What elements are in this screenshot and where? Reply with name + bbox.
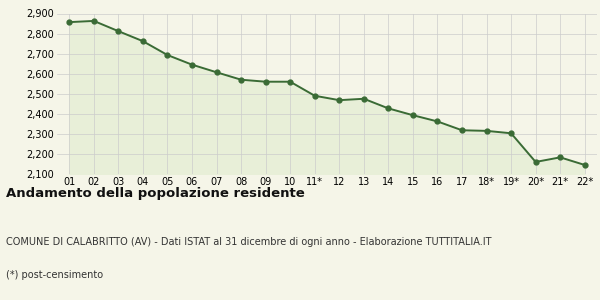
Text: (*) post-censimento: (*) post-censimento: [6, 270, 103, 280]
Text: Andamento della popolazione residente: Andamento della popolazione residente: [6, 188, 305, 200]
Text: COMUNE DI CALABRITTO (AV) - Dati ISTAT al 31 dicembre di ogni anno - Elaborazion: COMUNE DI CALABRITTO (AV) - Dati ISTAT a…: [6, 237, 491, 247]
